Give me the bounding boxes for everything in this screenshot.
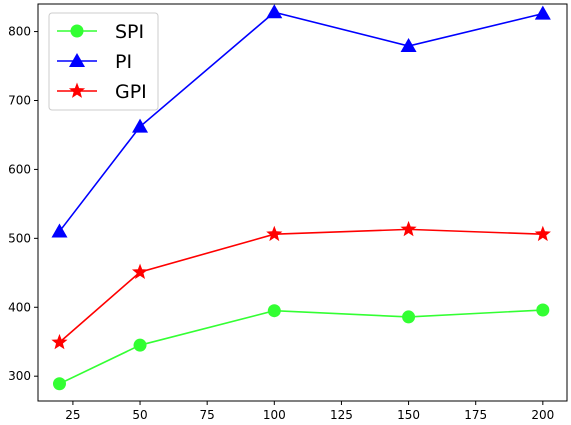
y-tick-label: 400 <box>8 300 31 314</box>
data-point-pi <box>132 118 149 133</box>
data-point-spi <box>536 303 550 317</box>
legend-item-spi: SPI <box>57 21 144 43</box>
data-point-gpi <box>534 225 551 242</box>
data-point-gpi <box>266 225 283 242</box>
legend-item-pi: PI <box>57 51 132 73</box>
data-point-pi <box>266 4 283 19</box>
x-tick-label: 175 <box>464 408 487 422</box>
x-tick-label: 50 <box>132 408 147 422</box>
x-tick-label: 200 <box>531 408 554 422</box>
plot-area <box>51 4 551 391</box>
series-gpi <box>51 220 551 350</box>
series-line-spi <box>59 309 543 385</box>
x-tick-label: 25 <box>65 408 80 422</box>
y-tick-label: 300 <box>8 369 31 383</box>
legend-label-gpi: GPI <box>115 81 147 103</box>
y-tick-label: 500 <box>8 231 31 245</box>
data-point-pi <box>400 38 417 53</box>
y-tick-label: 800 <box>8 25 31 39</box>
data-point-spi <box>133 338 147 352</box>
x-tick-label: 75 <box>200 408 215 422</box>
axes-frame <box>37 3 568 402</box>
data-point-pi <box>51 223 68 238</box>
x-tick-label: 150 <box>397 408 420 422</box>
legend-label-spi: SPI <box>115 21 144 43</box>
series-spi <box>52 303 550 391</box>
legend-marker-gpi <box>68 82 86 98</box>
axis-ticks: 25 50 75 100 125 150 175 200 300 400 500 600 700 800 <box>8 25 554 422</box>
data-point-spi <box>52 377 66 391</box>
series-line-gpi <box>58 228 543 344</box>
data-point-spi <box>267 304 281 318</box>
y-tick-label: 700 <box>8 93 31 107</box>
series-pi <box>51 4 551 238</box>
legend-marker-spi <box>70 24 84 38</box>
x-tick-label: 125 <box>330 408 353 422</box>
legend-marker-pi <box>69 53 85 67</box>
legend: SPI PI GPI <box>48 12 159 111</box>
y-tick-label: 600 <box>8 162 31 176</box>
data-point-pi <box>534 5 551 20</box>
legend-item-gpi: GPI <box>57 81 147 103</box>
data-point-gpi <box>400 220 417 237</box>
data-point-gpi <box>131 263 149 279</box>
legend-label-pi: PI <box>115 51 132 73</box>
x-tick-label: 100 <box>263 408 286 422</box>
data-point-spi <box>402 310 416 324</box>
data-point-gpi <box>51 333 68 350</box>
